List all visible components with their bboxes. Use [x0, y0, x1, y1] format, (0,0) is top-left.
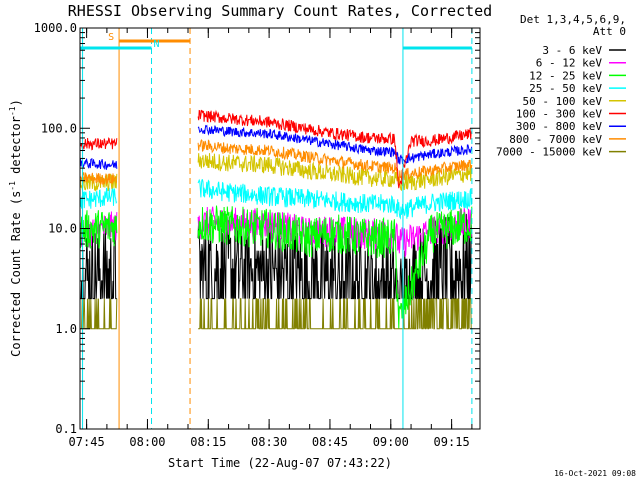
timestamp-stamp: 16-Oct-2021 09:08 [554, 469, 636, 478]
x-tick-label: 08:30 [251, 435, 287, 449]
series-line-12-25-kev [80, 205, 473, 329]
series-line-25-50-kev [80, 178, 473, 220]
legend-label: 100 - 300 keV [516, 108, 602, 121]
x-tick-label: 09:15 [434, 435, 470, 449]
legend-label: 12 - 25 keV [529, 69, 602, 82]
legend-label: 300 - 800 keV [516, 120, 602, 133]
y-tick-label: 1000.0 [34, 21, 77, 35]
x-tick-label: 08:15 [190, 435, 226, 449]
x-tick-label: 09:00 [373, 435, 409, 449]
chart-title: RHESSI Observing Summary Count Rates, Co… [68, 2, 492, 20]
legend-header-line: Att 0 [593, 25, 626, 38]
x-tick-label: 08:45 [312, 435, 348, 449]
legend-label: 25 - 50 keV [529, 82, 602, 95]
legend-header-line: Det 1,3,4,5,6,9, [520, 13, 626, 26]
series-line-800-7000-kev [80, 139, 473, 186]
legend-label: 50 - 100 keV [523, 95, 603, 108]
flag-label-s: S [108, 32, 114, 43]
x-tick-label: 08:00 [129, 435, 165, 449]
y-axis-label: Corrected Count Rate (s-1 detector-1) [8, 99, 23, 357]
axes: 0.1 1.0 10.0 100.0 1000.0 07:45 08:00 08:15 08:3… [34, 21, 481, 449]
x-axis-label: Start Time (22-Aug-07 07:43:22) [168, 456, 392, 470]
x-tick-label: 07:45 [69, 435, 105, 449]
legend-label: 7000 - 15000 keV [496, 146, 602, 159]
y-tick-label: 1.0 [55, 322, 77, 336]
legend-label: 800 - 7000 keV [509, 133, 602, 146]
series-line-3-6-kev [80, 213, 473, 300]
legend-label: 3 - 6 keV [542, 44, 602, 57]
legend-label: 6 - 12 keV [536, 57, 603, 70]
y-tick-label: 0.1 [55, 422, 77, 436]
flag-label-n: N [154, 39, 160, 50]
series-line-300-800-kev [80, 124, 473, 171]
series-line-100-300-kev [80, 109, 472, 189]
y-tick-label: 10.0 [48, 222, 77, 236]
y-tick-label: 100.0 [41, 121, 77, 135]
plot-area [80, 109, 473, 330]
